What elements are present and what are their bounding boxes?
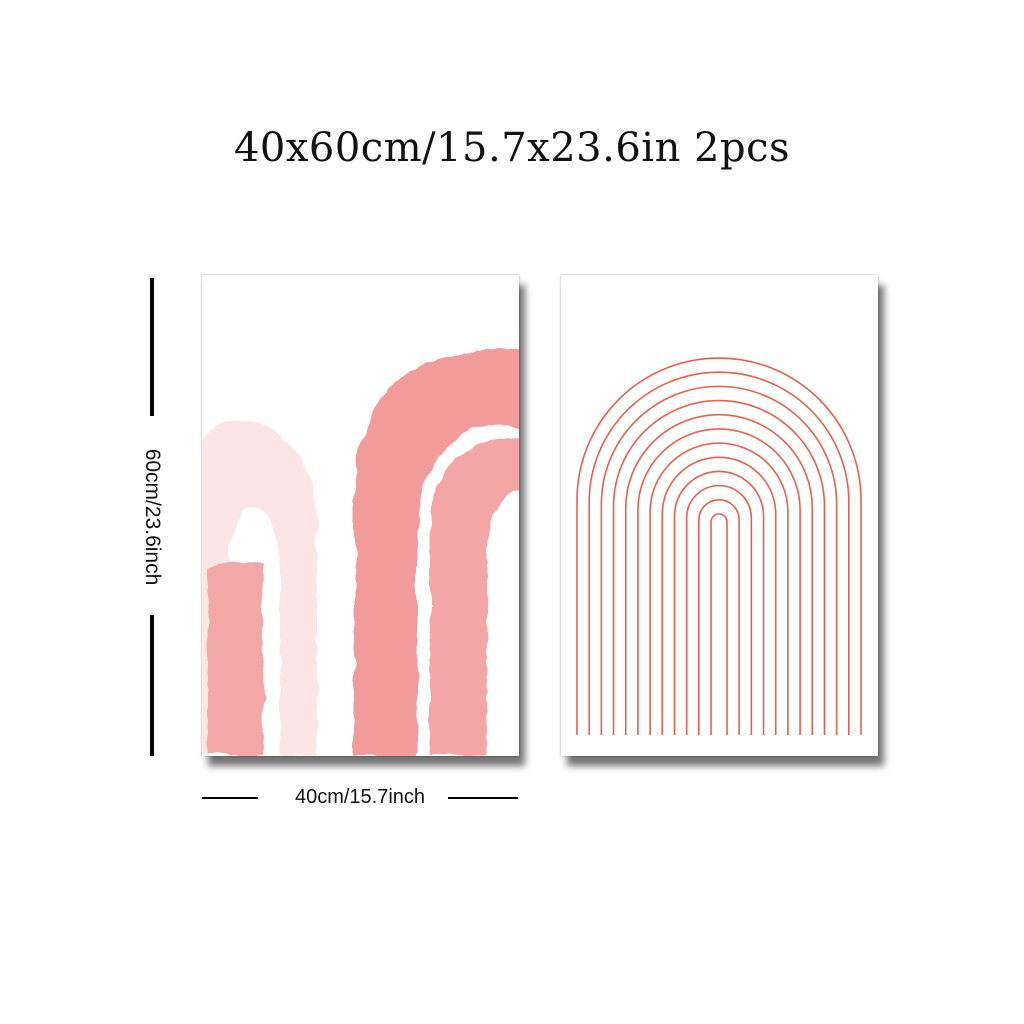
arch-line xyxy=(649,442,789,735)
arch-line xyxy=(600,385,838,735)
height-line-bottom xyxy=(150,615,154,756)
width-dimension-label: 40cm/15.7inch xyxy=(294,786,426,808)
small-pink-block xyxy=(208,561,264,756)
arch-line xyxy=(637,428,801,735)
large-pink-arch xyxy=(354,349,519,756)
arch-line xyxy=(576,357,862,735)
height-line-top xyxy=(150,278,154,416)
inner-pink-arch xyxy=(430,436,519,756)
height-dimension-marker: 60cm/23.6inch xyxy=(128,278,178,756)
width-line-left xyxy=(202,797,258,799)
arch-line xyxy=(698,499,740,735)
arch-line xyxy=(661,456,777,735)
width-line-right xyxy=(448,797,518,799)
width-dimension-marker: 40cm/15.7inch xyxy=(202,786,518,812)
arch-line xyxy=(624,414,814,735)
arch-line xyxy=(588,371,850,735)
rainbow-line-arch-poster xyxy=(561,275,878,756)
watercolor-arches-poster xyxy=(202,275,519,756)
arch-line xyxy=(673,470,765,735)
height-dimension-label: 60cm/23.6inch xyxy=(141,448,164,586)
arch-line xyxy=(612,400,826,735)
page-title: 40x60cm/15.7x23.6in 2pcs xyxy=(233,125,791,171)
arch-line xyxy=(710,513,728,735)
rainbow-line-arch-artwork xyxy=(576,357,862,735)
watercolor-arches-artwork xyxy=(202,275,519,756)
arch-line xyxy=(685,484,753,735)
